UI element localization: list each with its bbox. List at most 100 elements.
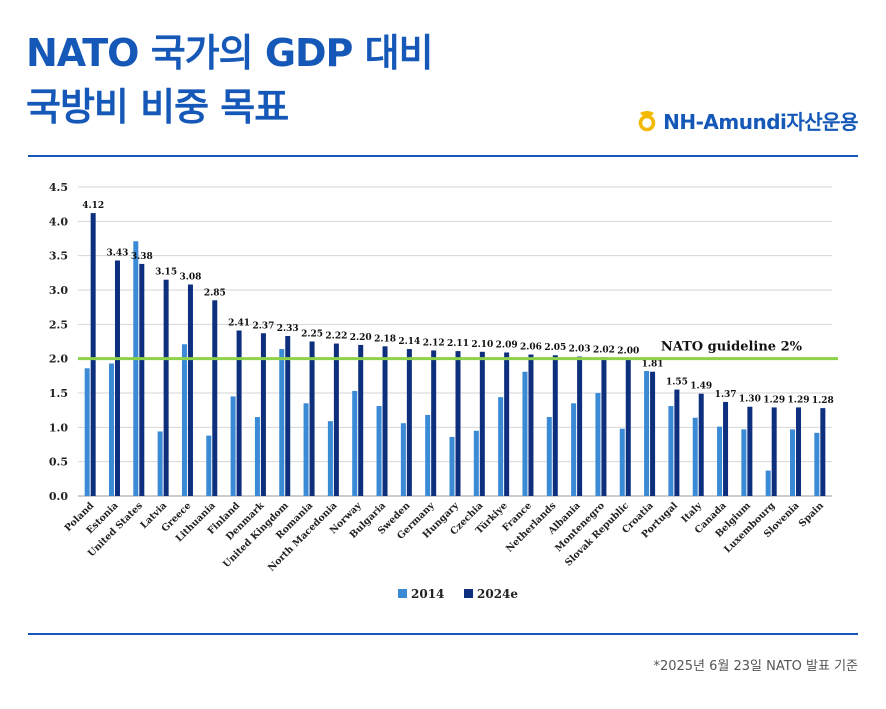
bar-2024e [601, 357, 607, 496]
bar-2014 [522, 371, 528, 496]
data-label: 2.22 [325, 332, 347, 342]
brand-logo-block: NH-Amundi자산운용 [637, 106, 858, 135]
bar-2014 [303, 403, 309, 496]
bar-2024e [406, 349, 412, 496]
bar-chart: 0.00.51.01.52.02.53.03.54.04.54.12Poland… [49, 181, 838, 601]
bar-2024e [552, 355, 558, 496]
data-label: 3.38 [131, 252, 153, 262]
bar-2024e [771, 407, 777, 496]
data-label: 1.29 [763, 395, 785, 405]
bar-2014 [692, 417, 698, 496]
x-tick-label: Spain [797, 500, 826, 529]
data-label: 2.14 [398, 337, 420, 347]
legend-swatch-2024e [464, 589, 473, 598]
bar-2024e [820, 408, 826, 496]
data-label: 2.85 [204, 288, 226, 298]
bar-2024e [747, 406, 753, 496]
bar-2024e [236, 330, 242, 496]
bar-2024e [528, 354, 534, 496]
bar-2014 [108, 363, 114, 496]
legend-label-2014: 2014 [411, 587, 444, 601]
data-label: 2.06 [520, 343, 542, 353]
bar-2014 [327, 421, 333, 496]
data-label: 1.30 [739, 395, 761, 405]
data-label: 1.49 [690, 382, 712, 392]
data-label: 2.37 [252, 321, 274, 331]
bar-2024e [479, 351, 485, 496]
bar-2024e [358, 344, 364, 496]
y-tick-label: 1.5 [49, 387, 68, 400]
data-label: 1.81 [642, 360, 664, 370]
data-label: 1.55 [666, 378, 688, 388]
bar-2024e [114, 260, 120, 496]
bar-2024e [796, 407, 802, 496]
data-label: 1.28 [812, 396, 834, 406]
bar-2014 [473, 430, 479, 496]
data-label: 2.33 [277, 324, 299, 334]
bar-2014 [668, 406, 674, 496]
data-label: 2.12 [423, 338, 445, 348]
y-tick-label: 4.0 [49, 215, 68, 228]
data-label: 4.12 [82, 201, 104, 211]
page-title: NATO 국가의 GDP 대비 국방비 비중 목표 [26, 26, 434, 134]
footnote: *2025년 6월 23일 NATO 발표 기준 [653, 659, 858, 674]
data-label: 2.11 [447, 339, 469, 349]
bar-2024e [674, 389, 680, 496]
top-divider [28, 155, 858, 157]
y-tick-label: 0.0 [49, 490, 68, 503]
data-label: 2.09 [496, 340, 518, 350]
bar-2014 [571, 403, 577, 496]
bar-2014 [400, 423, 406, 496]
data-label: 2.00 [617, 347, 639, 357]
bar-2024e [577, 356, 583, 496]
bar-2014 [814, 432, 820, 496]
bottom-divider [28, 633, 858, 635]
bar-2014 [352, 390, 358, 496]
bar-2024e [309, 341, 315, 496]
bar-2014 [619, 428, 625, 496]
bar-2014 [741, 429, 747, 496]
data-label: 1.37 [715, 390, 737, 400]
data-label: 2.20 [350, 333, 372, 343]
legend-label-2024e: 2024e [477, 587, 518, 601]
bar-2014 [206, 435, 212, 496]
y-tick-label: 4.5 [49, 181, 68, 194]
bar-2014 [230, 396, 236, 496]
bar-2014 [376, 406, 382, 496]
bar-2024e [163, 279, 169, 496]
bar-2014 [279, 349, 285, 496]
data-label: 2.25 [301, 330, 323, 340]
guideline-label: NATO guideline 2% [661, 340, 803, 355]
bar-2014 [425, 414, 431, 496]
data-label: 3.43 [107, 248, 129, 258]
bar-2014 [181, 344, 187, 496]
bar-2024e [625, 358, 631, 496]
bar-2024e [382, 346, 388, 496]
bar-2024e [455, 351, 461, 496]
bar-2014 [157, 431, 163, 496]
bar-2024e [90, 213, 96, 497]
y-tick-label: 0.5 [49, 456, 68, 469]
bar-2024e [285, 336, 291, 496]
bar-2014 [498, 397, 504, 496]
y-tick-label: 3.5 [49, 250, 68, 263]
bar-2014 [717, 426, 723, 496]
data-label: 2.03 [569, 345, 591, 355]
title-line-2: 국방비 비중 목표 [26, 85, 289, 129]
data-label: 2.05 [544, 343, 566, 353]
data-label: 2.41 [228, 319, 250, 329]
y-tick-label: 1.0 [49, 421, 68, 434]
bar-2024e [650, 371, 656, 496]
bar-2024e [212, 300, 218, 496]
legend-swatch-2014 [398, 589, 407, 598]
bar-2014 [765, 470, 771, 496]
bar-2014 [254, 417, 260, 496]
bar-2024e [139, 263, 145, 496]
bar-2014 [449, 436, 455, 496]
data-label: 1.29 [788, 395, 810, 405]
bar-2014 [595, 393, 601, 496]
brand-name: NH-Amundi자산운용 [663, 110, 858, 134]
title-line-1: NATO 국가의 GDP 대비 [26, 31, 434, 75]
y-tick-label: 2.0 [49, 353, 68, 366]
data-label: 3.15 [155, 268, 177, 278]
